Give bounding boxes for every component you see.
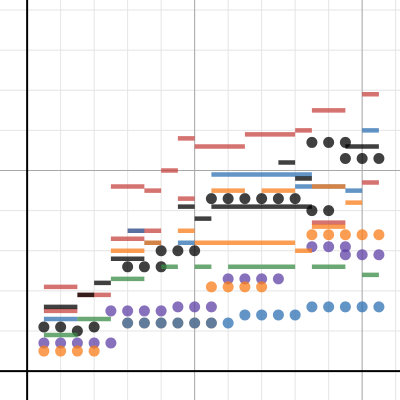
point — [306, 229, 318, 241]
point — [205, 301, 217, 313]
point — [222, 193, 234, 205]
point — [55, 321, 67, 333]
point — [373, 229, 385, 241]
point — [256, 281, 268, 293]
point — [323, 241, 335, 253]
point — [272, 193, 284, 205]
point — [256, 273, 268, 285]
point — [205, 193, 217, 205]
point — [122, 305, 134, 317]
point — [239, 273, 251, 285]
point — [222, 281, 234, 293]
point — [373, 152, 385, 164]
point — [55, 337, 67, 349]
point — [205, 317, 217, 329]
point — [222, 273, 234, 285]
point — [88, 337, 100, 349]
point — [339, 229, 351, 241]
point — [323, 205, 335, 217]
point — [222, 317, 234, 329]
point — [38, 337, 50, 349]
point — [172, 245, 184, 257]
point — [356, 152, 368, 164]
point — [356, 249, 368, 261]
point — [339, 301, 351, 313]
point — [138, 317, 150, 329]
point — [323, 301, 335, 313]
point — [189, 317, 201, 329]
point — [289, 193, 301, 205]
point — [155, 305, 167, 317]
point — [71, 337, 83, 349]
point — [373, 301, 385, 313]
point — [38, 321, 50, 333]
point — [105, 305, 117, 317]
point — [71, 345, 83, 357]
point — [38, 345, 50, 357]
point — [256, 309, 268, 321]
point — [172, 317, 184, 329]
point — [272, 273, 284, 285]
point — [155, 245, 167, 257]
point — [138, 261, 150, 273]
point — [172, 301, 184, 313]
point — [339, 241, 351, 253]
point — [356, 301, 368, 313]
point — [55, 345, 67, 357]
point — [205, 281, 217, 293]
point — [373, 249, 385, 261]
point — [356, 229, 368, 241]
point — [339, 152, 351, 164]
point — [289, 309, 301, 321]
point — [323, 136, 335, 148]
point — [306, 301, 318, 313]
point — [256, 193, 268, 205]
point — [189, 245, 201, 257]
point — [138, 305, 150, 317]
point — [189, 301, 201, 313]
point — [88, 345, 100, 357]
point — [272, 309, 284, 321]
point — [122, 317, 134, 329]
point — [239, 309, 251, 321]
point — [339, 249, 351, 261]
point — [323, 229, 335, 241]
point — [239, 193, 251, 205]
point — [306, 136, 318, 148]
point — [239, 281, 251, 293]
point — [88, 321, 100, 333]
point — [155, 317, 167, 329]
point — [105, 337, 117, 349]
point — [122, 261, 134, 273]
